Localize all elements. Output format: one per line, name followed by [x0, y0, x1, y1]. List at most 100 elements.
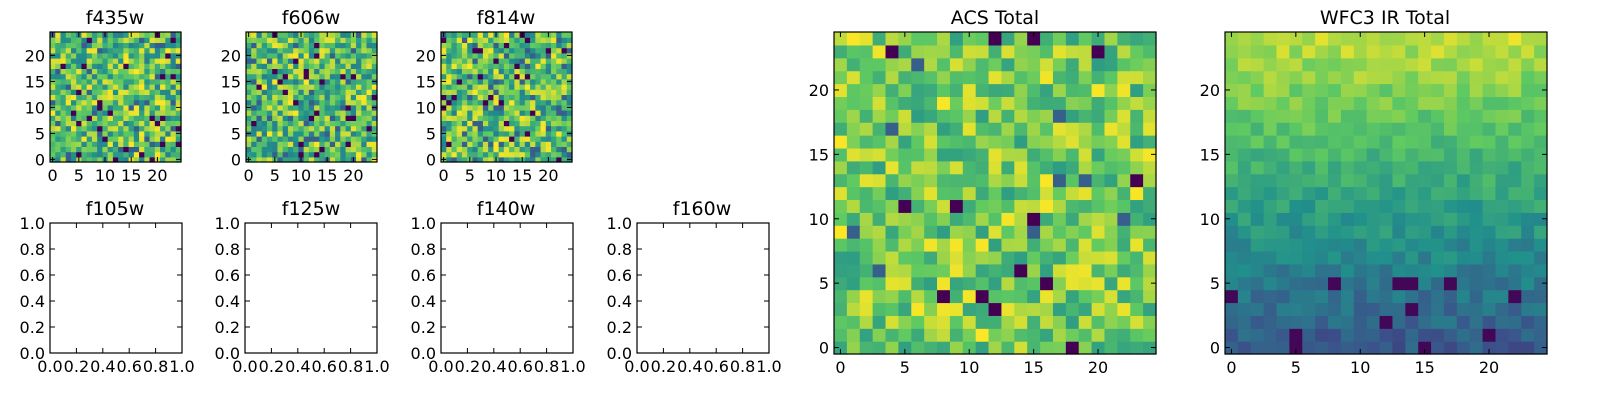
heatmap-cell [112, 78, 119, 85]
heatmap-cell [846, 315, 861, 329]
heatmap-cell [112, 156, 119, 163]
heatmap-cell [123, 115, 130, 121]
panel-title-f435w: f435w [86, 7, 145, 29]
heatmap-cell [170, 151, 177, 158]
heatmap-cell [1052, 276, 1067, 291]
heatmap-cell [456, 37, 463, 43]
heatmap-cell [65, 115, 72, 121]
heatmap-cell [65, 99, 72, 106]
heatmap-cell [1001, 263, 1015, 278]
panel-title-wfc3-ir-total: WFC3 IR Total [1320, 7, 1450, 29]
heatmap-cell [924, 109, 938, 123]
heatmap-cell [503, 151, 510, 158]
heatmap-cell [86, 94, 93, 101]
heatmap-cell [519, 120, 526, 127]
heatmap-cell [446, 78, 453, 85]
heatmap-cell [102, 136, 109, 142]
heatmap-cell [107, 32, 114, 38]
heatmap-cell [1143, 122, 1157, 136]
heatmap-cell [256, 84, 263, 90]
heatmap-cell [60, 110, 67, 116]
heatmap-cell [924, 302, 938, 316]
heatmap-cell [55, 32, 62, 38]
heatmap-cell [1130, 160, 1144, 175]
heatmap-cell [366, 99, 373, 106]
heatmap-cell [1443, 238, 1458, 252]
heatmap-cell [1379, 83, 1394, 97]
heatmap-cell [366, 146, 373, 153]
heatmap-cell [1340, 160, 1355, 175]
heatmap-cell [1130, 57, 1144, 72]
heatmap-cell [1014, 83, 1028, 97]
heatmap-cell [1328, 32, 1342, 46]
heatmap-cell [123, 104, 130, 111]
heatmap-cell [256, 104, 263, 111]
heatmap-cell [1263, 147, 1278, 162]
heatmap-cell [1315, 83, 1329, 97]
heatmap-cell [266, 99, 273, 106]
heatmap-cell [509, 37, 515, 43]
heatmap-cell [170, 47, 177, 54]
heatmap-cell [102, 47, 109, 54]
heatmap-cell [107, 84, 114, 90]
heatmap-cell [335, 84, 341, 90]
heatmap-cell [76, 52, 83, 59]
heatmap-cell [1456, 135, 1471, 149]
heatmap-cell [251, 99, 258, 106]
heatmap-cell [503, 68, 510, 75]
heatmap-cell [1027, 225, 1041, 239]
heatmap-cell [1508, 147, 1522, 162]
heatmap-cell [366, 94, 373, 101]
heatmap-cell [287, 78, 294, 85]
heatmap-cell [361, 58, 368, 64]
heatmap-cell [1302, 160, 1316, 175]
x-tick-label: 0.2 [64, 357, 89, 376]
heatmap-cell [81, 99, 88, 106]
heatmap-cell [467, 146, 474, 153]
heatmap-cell [1405, 315, 1419, 329]
heatmap-cell [272, 110, 279, 116]
heatmap-cell [461, 146, 468, 153]
heatmap-cell [885, 96, 899, 110]
heatmap-cell [1353, 341, 1368, 355]
heatmap-cell [1366, 96, 1381, 110]
heatmap-cell [70, 37, 77, 43]
heatmap-cell [65, 120, 72, 127]
heatmap-cell [540, 104, 547, 111]
y-tick-label: 0 [35, 150, 45, 169]
heatmap-cell [160, 99, 166, 106]
heatmap-cell [139, 63, 145, 69]
heatmap-cell [975, 147, 990, 162]
heatmap-cell [366, 115, 373, 121]
heatmap-cell [859, 83, 874, 97]
heatmap-cell [1392, 122, 1406, 136]
heatmap-cell [456, 141, 463, 147]
heatmap-cell [133, 47, 140, 54]
heatmap-cell [287, 115, 294, 121]
heatmap-cell [293, 130, 299, 137]
heatmap-cell [988, 276, 1003, 291]
heatmap-cell [149, 78, 156, 85]
heatmap-cell [477, 99, 484, 106]
heatmap-cell [924, 225, 938, 239]
heatmap-cell [446, 73, 453, 80]
heatmap-cell [60, 47, 67, 54]
heatmap-cell [1117, 70, 1131, 85]
heatmap-cell [1250, 289, 1265, 304]
heatmap-cell [91, 110, 98, 116]
heatmap-cell [467, 89, 474, 95]
heatmap-cell [1315, 96, 1329, 110]
heatmap-cell [356, 42, 362, 49]
heatmap-cell [1263, 199, 1278, 213]
heatmap-cell [962, 341, 977, 355]
heatmap-cell [975, 44, 990, 59]
heatmap-cell [107, 89, 114, 95]
heatmap-cell [70, 136, 77, 142]
heatmap-cell [503, 146, 510, 153]
heatmap-cell [872, 238, 887, 252]
heatmap-cell [975, 341, 990, 355]
heatmap-cell [498, 63, 505, 69]
heatmap-cell [329, 99, 336, 106]
heatmap-cell [872, 199, 887, 213]
heatmap-cell [261, 68, 268, 75]
